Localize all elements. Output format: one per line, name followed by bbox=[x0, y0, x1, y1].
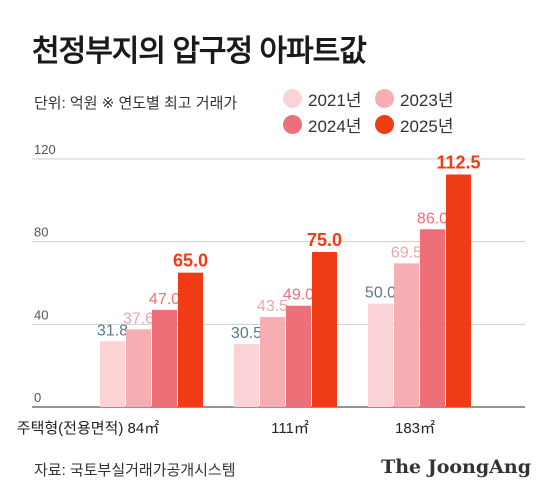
brand-logo: The JoongAng bbox=[381, 456, 531, 478]
data-label: 31.8 bbox=[97, 322, 128, 339]
bar bbox=[234, 343, 259, 407]
legend-swatch-2023 bbox=[375, 89, 394, 108]
bar bbox=[312, 252, 337, 407]
bar bbox=[260, 317, 285, 407]
data-label: 47.0 bbox=[149, 291, 180, 308]
y-tick-label: 120 bbox=[34, 142, 56, 157]
bar bbox=[446, 174, 471, 407]
bar bbox=[126, 329, 151, 407]
y-tick-label: 40 bbox=[34, 307, 48, 322]
bar bbox=[178, 272, 203, 407]
legend-item-2021: 2021년 bbox=[283, 86, 361, 111]
legend-item-2023: 2023년 bbox=[375, 86, 453, 111]
x-category-label: 주택형(전용면적) 84㎡ bbox=[17, 420, 159, 437]
chart-title: 천정부지의 압구정 아파트값 bbox=[32, 35, 367, 68]
legend-swatch-2024 bbox=[283, 115, 302, 134]
source-note: 자료: 국토부실거래가공개시스템 bbox=[34, 462, 236, 479]
data-label: 112.5 bbox=[436, 153, 480, 173]
legend-label-2024: 2024년 bbox=[308, 117, 362, 136]
bar bbox=[286, 305, 311, 407]
data-label: 43.5 bbox=[257, 298, 288, 315]
legend-item-2025: 2025년 bbox=[375, 112, 453, 137]
bar bbox=[152, 309, 177, 407]
legend-label-2025: 2025년 bbox=[400, 117, 454, 136]
bar bbox=[368, 303, 393, 407]
bar bbox=[100, 341, 125, 407]
legend-swatch-2021 bbox=[283, 89, 302, 108]
legend-label-2021: 2021년 bbox=[308, 91, 362, 110]
legend-item-2024: 2024년 bbox=[283, 112, 361, 137]
x-category-label: 111㎡ bbox=[271, 420, 309, 437]
data-label: 65.0 bbox=[173, 251, 208, 271]
data-label: 86.0 bbox=[417, 210, 448, 227]
bar bbox=[420, 229, 445, 407]
data-label: 49.0 bbox=[283, 287, 314, 304]
data-label: 75.0 bbox=[307, 230, 342, 250]
chart-subtitle: 단위: 억원 ※ 연도별 최고 거래가 bbox=[34, 95, 238, 112]
data-label: 30.5 bbox=[231, 325, 262, 342]
x-category-label: 183㎡ bbox=[395, 420, 435, 437]
bar bbox=[394, 263, 419, 407]
legend-swatch-2025 bbox=[375, 115, 394, 134]
data-label: 50.0 bbox=[365, 285, 396, 302]
y-tick-label: 80 bbox=[34, 225, 48, 240]
data-label: 37.6 bbox=[123, 310, 154, 327]
y-tick-label: 0 bbox=[34, 390, 41, 405]
legend-label-2023: 2023년 bbox=[400, 91, 454, 110]
data-label: 69.5 bbox=[391, 244, 422, 261]
